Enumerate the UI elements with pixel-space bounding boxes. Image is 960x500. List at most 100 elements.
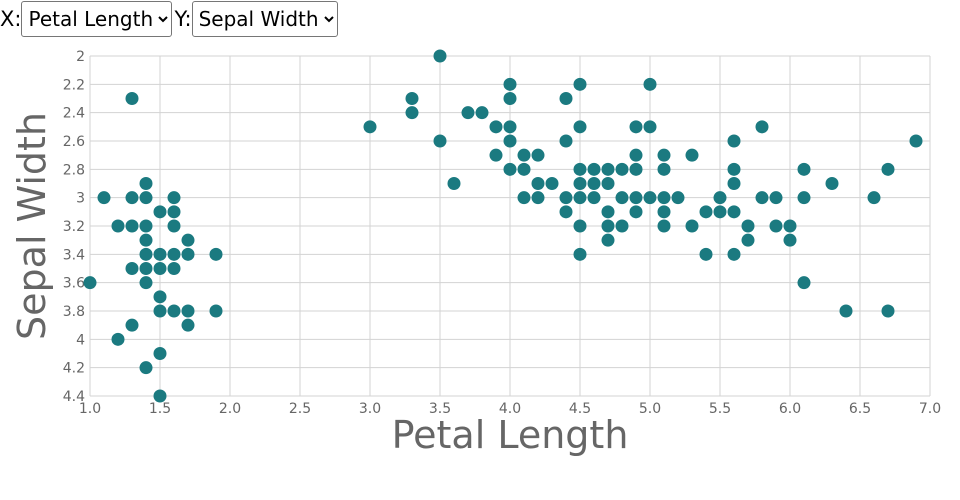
data-point bbox=[615, 162, 629, 176]
x-tick-label: 5.0 bbox=[639, 401, 661, 417]
data-point bbox=[615, 219, 629, 233]
data-point bbox=[741, 219, 755, 233]
data-point bbox=[125, 262, 139, 275]
data-point bbox=[615, 191, 629, 205]
data-point bbox=[601, 233, 615, 247]
data-point bbox=[685, 148, 699, 162]
data-point bbox=[601, 219, 615, 233]
data-point bbox=[475, 106, 489, 120]
x-tick-label: 6.5 bbox=[849, 401, 871, 417]
data-point bbox=[727, 177, 741, 190]
data-point bbox=[629, 148, 643, 162]
data-point bbox=[125, 318, 139, 332]
data-point bbox=[139, 247, 153, 261]
data-point bbox=[545, 177, 559, 190]
data-point bbox=[825, 177, 839, 190]
data-point bbox=[657, 148, 671, 162]
y-tick-label: 4 bbox=[76, 332, 85, 348]
data-point bbox=[139, 361, 153, 375]
data-point bbox=[909, 134, 923, 148]
axis-controls: X: Petal Length Y: Sepal Width bbox=[0, 1, 340, 37]
data-point bbox=[573, 162, 587, 176]
data-point bbox=[531, 177, 545, 190]
chart-grid bbox=[89, 55, 931, 397]
data-point bbox=[181, 318, 195, 332]
data-point bbox=[139, 191, 153, 205]
data-point bbox=[559, 205, 573, 219]
data-point bbox=[587, 177, 601, 190]
data-point bbox=[657, 205, 671, 219]
data-point bbox=[797, 191, 811, 205]
data-point bbox=[433, 49, 447, 63]
data-point bbox=[643, 77, 657, 91]
data-point bbox=[97, 191, 111, 205]
data-point bbox=[531, 148, 545, 162]
data-point bbox=[209, 247, 223, 261]
data-point bbox=[601, 162, 615, 176]
y-axis-ticks: 2 2.2 2.4 2.6 2.8 3 3.2 3.4 3.6 3.8 4 4.2 4.4 bbox=[63, 49, 85, 405]
data-point bbox=[503, 134, 517, 148]
data-point bbox=[783, 233, 797, 247]
y-tick-label: 4.4 bbox=[63, 389, 85, 405]
data-point bbox=[657, 219, 671, 233]
data-point bbox=[643, 120, 657, 134]
data-point bbox=[153, 290, 167, 304]
data-point bbox=[587, 162, 601, 176]
y-tick-label: 2 bbox=[76, 49, 85, 65]
x-tick-label: 4.0 bbox=[499, 401, 521, 417]
y-tick-label: 2.2 bbox=[63, 77, 85, 93]
data-point bbox=[601, 205, 615, 219]
x-axis-title: Petal Length bbox=[392, 413, 629, 457]
data-point bbox=[657, 191, 671, 205]
data-point bbox=[517, 162, 531, 176]
data-point bbox=[797, 162, 811, 176]
data-point bbox=[111, 219, 125, 233]
data-point bbox=[671, 191, 685, 205]
data-point bbox=[503, 92, 517, 105]
y-tick-label: 3.2 bbox=[63, 219, 85, 235]
data-point bbox=[727, 205, 741, 219]
data-point bbox=[181, 233, 195, 247]
data-point bbox=[629, 191, 643, 205]
x-tick-label: 3.5 bbox=[429, 401, 451, 417]
data-point bbox=[503, 162, 517, 176]
data-point bbox=[769, 191, 783, 205]
y-tick-label: 2.8 bbox=[63, 162, 85, 178]
data-point bbox=[363, 120, 377, 134]
data-point bbox=[139, 276, 153, 290]
data-point bbox=[629, 205, 643, 219]
data-point bbox=[489, 148, 503, 162]
data-point bbox=[727, 247, 741, 261]
x-tick-label: 1.5 bbox=[149, 401, 171, 417]
y-tick-label: 3.6 bbox=[63, 276, 85, 292]
data-point bbox=[755, 120, 769, 134]
data-points bbox=[83, 49, 923, 403]
data-point bbox=[111, 332, 125, 346]
data-point bbox=[503, 120, 517, 134]
y-tick-label: 2.6 bbox=[63, 134, 85, 150]
x-tick-label: 3.0 bbox=[359, 401, 381, 417]
data-point bbox=[727, 134, 741, 148]
data-point bbox=[503, 77, 517, 91]
x-axis-ticks: 1.0 1.5 2.0 2.5 3.0 3.5 4.0 4.5 5.0 5.5 6.0 6.5 7.0 bbox=[79, 401, 941, 417]
data-point bbox=[559, 191, 573, 205]
data-point bbox=[405, 106, 419, 120]
data-point bbox=[167, 205, 181, 219]
data-point bbox=[209, 304, 223, 318]
data-point bbox=[405, 92, 419, 105]
data-point bbox=[573, 120, 587, 134]
data-point bbox=[881, 304, 895, 318]
data-point bbox=[83, 276, 97, 290]
data-point bbox=[181, 247, 195, 261]
data-point bbox=[573, 77, 587, 91]
data-point bbox=[433, 134, 447, 148]
y-axis-select[interactable]: Sepal Width bbox=[191, 1, 338, 37]
data-point bbox=[839, 304, 853, 318]
data-point bbox=[881, 162, 895, 176]
data-point bbox=[489, 120, 503, 134]
x-axis-select[interactable]: Petal Length bbox=[21, 1, 173, 37]
y-tick-label: 2.4 bbox=[63, 106, 85, 122]
y-select-label: Y: bbox=[174, 7, 192, 31]
data-point bbox=[167, 304, 181, 318]
